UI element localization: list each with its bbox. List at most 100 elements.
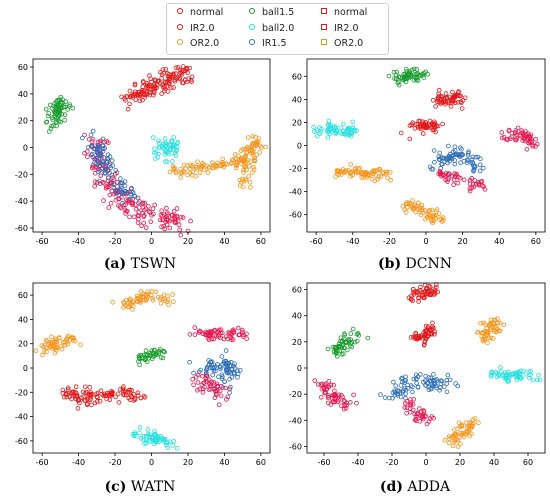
data-points bbox=[43, 64, 269, 238]
data-point bbox=[108, 165, 114, 170]
data-point bbox=[137, 430, 142, 436]
data-point bbox=[472, 416, 478, 421]
x-tick-label: 20 bbox=[458, 237, 468, 246]
y-tick-label: -60 bbox=[15, 437, 28, 446]
data-point bbox=[189, 164, 194, 169]
data-point bbox=[147, 439, 153, 444]
data-point bbox=[151, 90, 157, 96]
data-point bbox=[130, 202, 135, 208]
data-point bbox=[492, 329, 497, 334]
data-point bbox=[159, 144, 165, 149]
data-point bbox=[257, 150, 262, 155]
data-point bbox=[455, 99, 461, 105]
data-point bbox=[150, 435, 155, 441]
data-point bbox=[71, 335, 77, 341]
data-point bbox=[214, 391, 219, 397]
data-point bbox=[231, 370, 237, 376]
data-point bbox=[435, 95, 441, 100]
data-point bbox=[193, 173, 199, 179]
data-point bbox=[530, 142, 535, 148]
data-point bbox=[137, 356, 143, 362]
y-tick-label: -20 bbox=[289, 390, 302, 399]
data-point bbox=[341, 345, 347, 350]
data-point bbox=[247, 179, 253, 185]
data-point bbox=[111, 184, 117, 190]
plot-panel-tswn: -60 -40 -20 0 20 40 60 -60 -40 -20 0 20 40 60 bbox=[0, 50, 275, 254]
data-point bbox=[85, 145, 91, 150]
data-point bbox=[438, 171, 444, 176]
data-point bbox=[390, 395, 395, 401]
x-tick-label: 40 bbox=[219, 237, 229, 246]
data-point bbox=[85, 397, 90, 402]
data-point bbox=[92, 160, 97, 165]
data-point bbox=[391, 379, 396, 385]
x-tick-label: -60 bbox=[317, 458, 330, 467]
data-point bbox=[217, 364, 223, 369]
data-point bbox=[449, 96, 455, 101]
data-point bbox=[113, 168, 118, 173]
data-point bbox=[162, 212, 167, 218]
data-point bbox=[439, 219, 445, 224]
data-point bbox=[142, 395, 148, 400]
data-point bbox=[119, 94, 124, 100]
data-point bbox=[227, 386, 233, 392]
data-point bbox=[141, 220, 147, 226]
legend-item: OR2.0 bbox=[177, 38, 219, 49]
data-point bbox=[163, 159, 168, 164]
data-point bbox=[350, 125, 355, 130]
data-point bbox=[176, 222, 182, 228]
data-point bbox=[536, 372, 541, 378]
data-point bbox=[518, 133, 523, 139]
data-point bbox=[432, 287, 438, 293]
data-point bbox=[404, 405, 410, 411]
data-point bbox=[469, 431, 474, 437]
data-point bbox=[163, 67, 169, 72]
data-point bbox=[220, 160, 225, 165]
data-point bbox=[127, 303, 133, 308]
data-point bbox=[129, 189, 134, 195]
data-point bbox=[243, 178, 249, 183]
data-point bbox=[339, 172, 344, 177]
data-point bbox=[123, 197, 129, 202]
data-point bbox=[447, 377, 453, 383]
data-point bbox=[97, 398, 103, 404]
data-point bbox=[324, 386, 330, 392]
data-point bbox=[161, 292, 167, 298]
legend-item: IR1.5 bbox=[249, 38, 287, 49]
y-tick-label: 20 bbox=[292, 338, 302, 347]
data-point bbox=[373, 168, 378, 173]
data-point bbox=[411, 289, 416, 295]
data-point bbox=[380, 171, 386, 176]
data-point bbox=[348, 131, 354, 136]
caption-d: (d) ADDA bbox=[379, 479, 451, 495]
data-point bbox=[218, 383, 224, 389]
data-point bbox=[210, 160, 215, 165]
data-point bbox=[246, 135, 251, 140]
data-point bbox=[40, 352, 45, 358]
data-point bbox=[527, 134, 532, 140]
scatter-plot: -60 -40 -20 0 20 40 60 -60 -40 -20 0 20 40 60 bbox=[289, 58, 546, 246]
data-point bbox=[59, 99, 64, 105]
data-point bbox=[415, 411, 420, 416]
y-tick-label: 60 bbox=[18, 63, 28, 72]
data-point bbox=[251, 165, 256, 170]
y-tick-label: -60 bbox=[15, 224, 28, 233]
data-point bbox=[182, 77, 188, 82]
data-point bbox=[396, 79, 402, 85]
data-point bbox=[344, 403, 349, 408]
data-point bbox=[504, 371, 510, 377]
data-point bbox=[49, 339, 54, 345]
data-point bbox=[312, 129, 317, 134]
data-point bbox=[214, 163, 219, 168]
data-point bbox=[518, 374, 523, 380]
data-point bbox=[195, 388, 200, 393]
data-point bbox=[97, 181, 103, 186]
data-point bbox=[354, 128, 359, 133]
data-point bbox=[252, 157, 257, 163]
data-point bbox=[312, 378, 318, 383]
data-point bbox=[165, 74, 171, 79]
data-point bbox=[481, 165, 486, 171]
x-tick-label: 20 bbox=[183, 458, 193, 467]
data-point bbox=[333, 125, 338, 131]
data-point bbox=[209, 379, 215, 385]
